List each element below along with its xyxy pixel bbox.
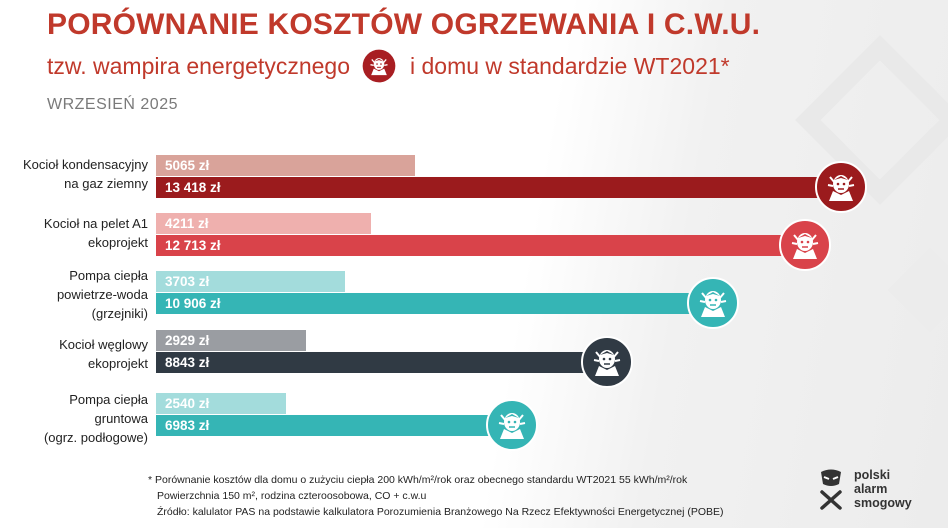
logo-mask-icon bbox=[820, 469, 842, 510]
bar-vampire: 13 418 zł bbox=[156, 177, 841, 198]
category-label-line: (ogrz. podłogowe) bbox=[43, 430, 148, 445]
bar-value-label: 13 418 zł bbox=[165, 180, 221, 195]
category-label-line: Kocioł na pelet A1 bbox=[43, 216, 148, 231]
category-label-line: Kocioł węglowy bbox=[59, 337, 148, 352]
bar-value-label: 10 906 zł bbox=[165, 296, 221, 311]
category-label: Kocioł na pelet A1 ekoprojekt bbox=[0, 214, 148, 252]
footnote-source: Źródło: kalulator PAS na podstawie kalku… bbox=[157, 506, 724, 518]
category-label-line: Kocioł kondensacyjny bbox=[22, 157, 148, 172]
bar-value-label: 12 713 zł bbox=[165, 238, 221, 253]
category-label-line: Pompa ciepła bbox=[69, 392, 148, 407]
logo-text-1: polski bbox=[854, 468, 891, 482]
vampire-icon bbox=[486, 399, 538, 451]
subtitle: tzw. wampira energetycznego i domu w sta… bbox=[47, 46, 730, 86]
vampire-icon bbox=[687, 277, 739, 329]
category-label: Pompa ciepła gruntowa (ogrz. podłogowe) bbox=[0, 390, 148, 447]
category-label-line: na gaz ziemny bbox=[64, 176, 148, 191]
bar-vampire: 12 713 zł bbox=[156, 235, 805, 256]
vampire-icon bbox=[581, 336, 633, 388]
bar-value-label: 5065 zł bbox=[165, 158, 210, 173]
category-label-line: ekoprojekt bbox=[88, 356, 148, 371]
footnote-line-2: Powierzchnia 150 m², rodzina czteroosobo… bbox=[157, 490, 427, 502]
vampire-icon bbox=[779, 219, 831, 271]
bar-wt2021: 2929 zł bbox=[156, 330, 306, 351]
category-label-line: ekoprojekt bbox=[88, 235, 148, 250]
vampire-icon bbox=[362, 49, 396, 83]
bar-wt2021: 3703 zł bbox=[156, 271, 345, 292]
category-label: Pompa ciepła powietrze-woda (grzejniki) bbox=[0, 266, 148, 323]
bar-wt2021: 4211 zł bbox=[156, 213, 371, 234]
bar-value-label: 2540 zł bbox=[165, 396, 210, 411]
bar-wt2021: 2540 zł bbox=[156, 393, 286, 414]
footnote-line-1: * Porównanie kosztów dla domu o zużyciu … bbox=[148, 474, 688, 486]
logo: polski alarm smogowy bbox=[818, 468, 912, 512]
date-label: WRZESIEŃ 2025 bbox=[47, 96, 178, 113]
bar-value-label: 3703 zł bbox=[165, 274, 210, 289]
bar-value-label: 4211 zł bbox=[165, 216, 209, 231]
bar-vampire: 8843 zł bbox=[156, 352, 607, 373]
category-label-line: Pompa ciepła bbox=[69, 268, 148, 283]
logo-text-3: smogowy bbox=[854, 496, 912, 510]
background-decoration bbox=[887, 247, 948, 333]
bar-value-label: 8843 zł bbox=[165, 355, 210, 370]
bar-value-label: 6983 zł bbox=[165, 418, 210, 433]
category-label-line: powietrze-woda bbox=[56, 287, 148, 302]
bar-vampire: 6983 zł bbox=[156, 415, 512, 436]
footnote: * Porównanie kosztów dla domu o zużyciu … bbox=[148, 472, 724, 520]
logo-text-2: alarm bbox=[854, 482, 888, 496]
page-title: PORÓWNANIE KOSZTÓW OGRZEWANIA I C.W.U. bbox=[47, 8, 761, 41]
bar-wt2021: 5065 zł bbox=[156, 155, 415, 176]
category-label: Kocioł kondensacyjny na gaz ziemny bbox=[0, 155, 148, 193]
category-label-line: (grzejniki) bbox=[91, 306, 148, 321]
bar-value-label: 2929 zł bbox=[165, 333, 210, 348]
category-label: Kocioł węglowy ekoprojekt bbox=[0, 335, 148, 373]
vampire-icon bbox=[815, 161, 867, 213]
bar-vampire: 10 906 zł bbox=[156, 293, 713, 314]
category-label-line: gruntowa bbox=[94, 411, 148, 426]
subtitle-part1: tzw. wampira energetycznego bbox=[47, 52, 350, 79]
subtitle-part2: i domu w standardzie WT2021* bbox=[410, 52, 730, 79]
